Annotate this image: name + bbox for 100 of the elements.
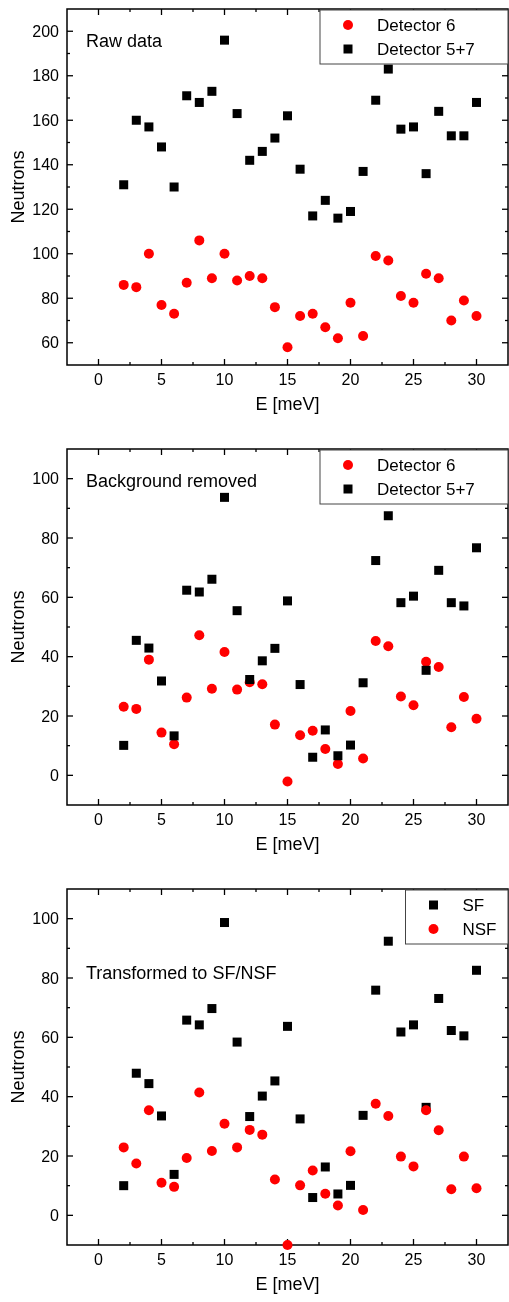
point	[383, 936, 393, 946]
x-tick-label: 5	[157, 1251, 167, 1268]
point	[232, 275, 243, 286]
y-tick-label: 200	[32, 22, 60, 40]
point	[370, 250, 381, 261]
point	[206, 683, 217, 694]
y-tick-label: 40	[41, 648, 60, 666]
point	[157, 142, 166, 152]
point	[434, 565, 444, 575]
point	[143, 654, 154, 665]
point	[143, 248, 154, 259]
point	[257, 656, 267, 666]
point	[383, 641, 394, 652]
point	[194, 1020, 204, 1030]
y-tick-label: 0	[50, 766, 60, 784]
y-tick-label: 0	[50, 1206, 60, 1224]
point	[157, 1111, 166, 1121]
point	[143, 1105, 154, 1116]
point	[206, 273, 217, 284]
point	[131, 703, 142, 714]
point	[118, 1142, 129, 1153]
point	[471, 1183, 482, 1194]
y-tick-label: 20	[41, 707, 60, 725]
point	[333, 1189, 343, 1199]
point	[395, 291, 406, 302]
point	[320, 1188, 331, 1199]
point	[257, 273, 268, 284]
point	[421, 665, 431, 675]
point	[395, 691, 406, 702]
point	[346, 206, 355, 216]
x-tick-label: 25	[404, 811, 423, 828]
point	[181, 692, 192, 703]
point	[358, 166, 368, 176]
point	[194, 630, 205, 641]
point	[421, 1105, 432, 1116]
point	[169, 308, 180, 319]
point	[295, 164, 305, 174]
y-tick-label: 60	[41, 588, 60, 606]
point	[396, 598, 406, 608]
y-tick-label: 60	[41, 1028, 60, 1046]
point	[232, 1142, 243, 1153]
point	[219, 1118, 230, 1129]
point	[472, 965, 481, 975]
y-tick-label: 40	[41, 1088, 60, 1106]
point	[458, 1151, 469, 1162]
point	[408, 700, 419, 711]
y-tick-label: 60	[41, 334, 60, 352]
point	[270, 133, 280, 143]
point	[320, 322, 331, 333]
point	[295, 311, 306, 322]
point	[282, 1240, 293, 1250]
point	[358, 678, 368, 688]
point	[119, 740, 129, 750]
x-tick-label: 10	[215, 371, 234, 388]
x-tick-label: 0	[94, 811, 104, 828]
point	[206, 1145, 217, 1156]
point	[446, 1026, 456, 1036]
point	[307, 725, 318, 736]
point	[156, 299, 167, 310]
point	[270, 1076, 280, 1086]
x-tick-label: 15	[278, 811, 297, 828]
point	[157, 676, 166, 686]
point	[383, 511, 393, 521]
point	[119, 1181, 129, 1191]
x-tick-label: 30	[467, 811, 486, 828]
point	[169, 739, 180, 750]
point	[169, 1181, 180, 1192]
y-tick-label: 100	[32, 470, 60, 488]
point	[471, 311, 482, 322]
point	[345, 705, 356, 716]
point	[270, 643, 280, 653]
point	[332, 333, 343, 344]
point	[408, 1161, 419, 1172]
point	[358, 331, 369, 342]
point	[144, 643, 154, 653]
point	[295, 1114, 305, 1124]
point	[471, 713, 482, 724]
point	[346, 1180, 355, 1190]
annotation: Background removed	[86, 471, 258, 491]
point	[409, 122, 418, 132]
point	[446, 131, 456, 141]
point	[446, 722, 457, 733]
point	[472, 97, 481, 107]
x-tick-label: 25	[404, 1251, 423, 1268]
x-tick-label: 15	[278, 371, 297, 388]
point	[308, 1193, 318, 1203]
legend-label: Detector 5+7	[377, 480, 475, 499]
x-tick-label: 0	[94, 371, 104, 388]
point	[396, 124, 406, 134]
point	[232, 684, 243, 695]
x-axis-title: E [meV]	[255, 1274, 320, 1294]
point	[144, 122, 154, 132]
x-tick-label: 30	[467, 371, 486, 388]
point	[269, 302, 280, 313]
point	[269, 1174, 280, 1185]
point	[232, 109, 242, 119]
point	[295, 680, 305, 690]
point	[383, 255, 394, 266]
point	[156, 1177, 167, 1188]
point	[169, 182, 179, 192]
